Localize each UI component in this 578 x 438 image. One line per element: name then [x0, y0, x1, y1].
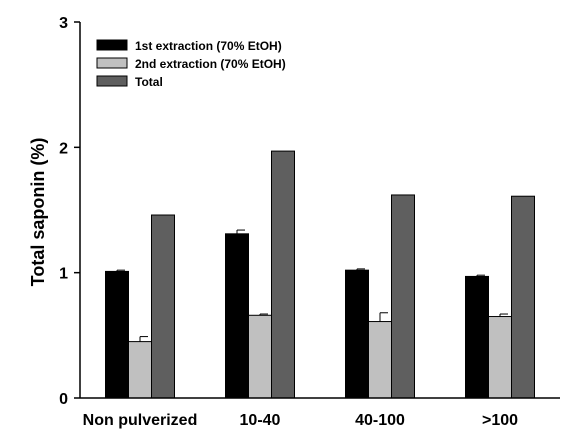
legend: 1st extraction (70% EtOH) 2nd extraction …	[96, 39, 286, 89]
y-tick-label: 1	[59, 266, 68, 283]
bar	[465, 275, 489, 399]
bar	[391, 194, 415, 399]
y-axis-title: Total saponin (%)	[28, 138, 48, 287]
x-tick-label: 10-40	[240, 412, 281, 429]
bar	[271, 150, 295, 399]
legend-label: 1st extraction (70% EtOH)	[135, 39, 282, 53]
bar	[128, 341, 152, 399]
legend-label: 2nd extraction (70% EtOH)	[135, 57, 286, 71]
y-tick-label: 2	[59, 140, 68, 157]
legend-swatch	[96, 39, 128, 51]
bar	[488, 316, 512, 399]
legend-swatch	[96, 57, 128, 69]
bar	[368, 321, 392, 399]
bars-group	[105, 150, 535, 399]
axes-group: 0 1 2 3 Non pulverized 10-40 40-100 >100	[59, 15, 560, 429]
legend-swatch	[96, 75, 128, 87]
bar	[511, 195, 535, 399]
x-tick-label: Non pulverized	[83, 412, 198, 429]
bar	[248, 314, 272, 399]
bar	[345, 269, 369, 399]
x-tick-label: 40-100	[355, 412, 405, 429]
bar	[151, 214, 175, 399]
legend-label: Total	[135, 75, 163, 89]
bar	[225, 233, 249, 399]
y-tick-label: 3	[59, 15, 68, 32]
y-tick-label: 0	[59, 391, 68, 408]
bar	[105, 270, 129, 399]
x-tick-label: >100	[482, 412, 518, 429]
